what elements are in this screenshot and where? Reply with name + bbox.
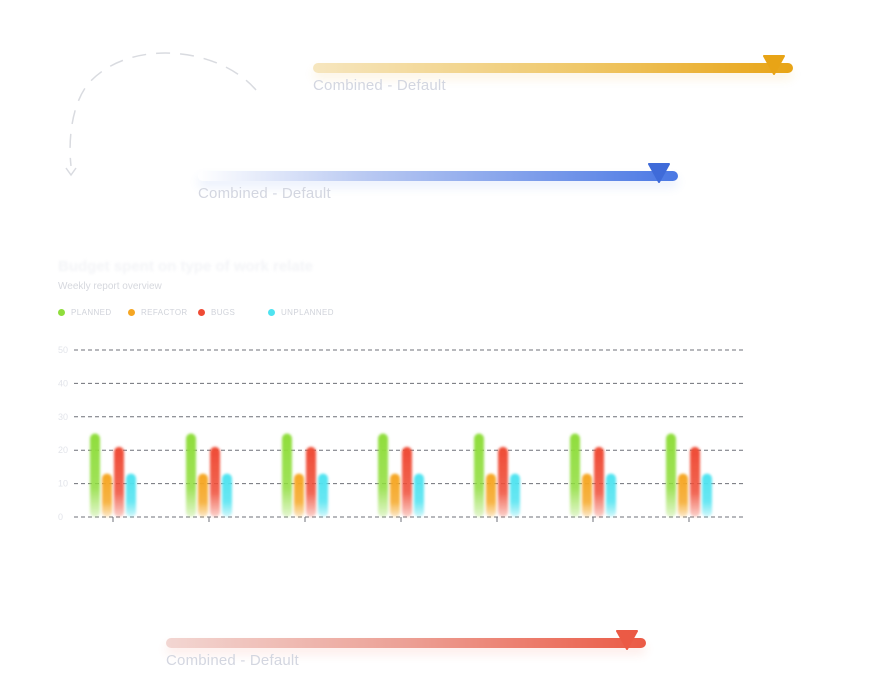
triangle-down-icon — [647, 163, 670, 183]
y-tick-label: 20 — [58, 445, 68, 455]
bar-refactor[interactable] — [102, 473, 112, 517]
bar-bugs[interactable] — [594, 446, 604, 517]
bar-refactor[interactable] — [390, 473, 400, 517]
dashed-arc-arrow-icon — [65, 52, 257, 177]
bar-bugs[interactable] — [402, 446, 412, 517]
bar-unplanned[interactable] — [606, 473, 616, 517]
bar-unplanned[interactable] — [126, 473, 136, 517]
slider-track[interactable] — [313, 63, 793, 73]
bar-planned[interactable] — [378, 433, 388, 518]
bar-planned[interactable] — [474, 433, 484, 518]
legend-item-refactor[interactable]: REFACTOR — [128, 308, 198, 317]
y-tick-label: 10 — [58, 479, 68, 489]
slider-track[interactable] — [166, 638, 646, 648]
legend-label: BUGS — [211, 308, 236, 317]
bar-unplanned[interactable] — [510, 473, 520, 517]
slider-track[interactable] — [198, 171, 678, 181]
slider-label: Combined - Default — [313, 77, 446, 94]
chart-card: 0 10 20 30 40 50 Budget spent on type of work… — [50, 250, 760, 550]
bar-planned[interactable] — [282, 433, 292, 518]
bar-refactor[interactable] — [678, 473, 688, 517]
bar-bugs[interactable] — [114, 446, 124, 517]
bar-refactor[interactable] — [582, 473, 592, 517]
bar-unplanned[interactable] — [702, 473, 712, 517]
bar-unplanned[interactable] — [414, 473, 424, 517]
legend-dot-icon — [128, 309, 135, 316]
legend-item-unplanned[interactable]: UNPLANNED — [268, 308, 358, 317]
triangle-down-icon — [615, 630, 638, 650]
chart-subtitle: Weekly report overview — [58, 281, 162, 292]
bar-unplanned[interactable] — [318, 473, 328, 517]
bar-chart: 0 10 20 30 40 50 — [58, 345, 746, 522]
legend-dot-icon — [198, 309, 205, 316]
y-tick-label: 40 — [58, 378, 68, 388]
bar-refactor[interactable] — [486, 473, 496, 517]
bar-refactor[interactable] — [294, 473, 304, 517]
chart-legend: PLANNED REFACTOR BUGS UNPLANNED — [58, 308, 358, 317]
legend-item-bugs[interactable]: BUGS — [198, 308, 268, 317]
legend-label: REFACTOR — [141, 308, 188, 317]
y-tick-label: 50 — [58, 345, 68, 355]
legend-dot-icon — [268, 309, 275, 316]
legend-label: UNPLANNED — [281, 308, 334, 317]
bar-unplanned[interactable] — [222, 473, 232, 517]
bar-planned[interactable] — [90, 433, 100, 518]
legend-dot-icon — [58, 309, 65, 316]
y-tick-label: 30 — [58, 412, 68, 422]
y-tick-label: 0 — [58, 512, 63, 522]
chart-title: Budget spent on type of work relate — [58, 258, 314, 275]
bar-bugs[interactable] — [306, 446, 316, 517]
bar-planned[interactable] — [666, 433, 676, 518]
slider-label: Combined - Default — [198, 185, 331, 202]
bar-planned[interactable] — [570, 433, 580, 518]
legend-item-planned[interactable]: PLANNED — [58, 308, 128, 317]
bar-planned[interactable] — [186, 433, 196, 518]
bar-bugs[interactable] — [210, 446, 220, 517]
bar-bugs[interactable] — [498, 446, 508, 517]
bar-bugs[interactable] — [690, 446, 700, 517]
triangle-down-icon — [762, 55, 785, 75]
slider-label: Combined - Default — [166, 652, 299, 669]
legend-label: PLANNED — [71, 308, 112, 317]
bar-refactor[interactable] — [198, 473, 208, 517]
